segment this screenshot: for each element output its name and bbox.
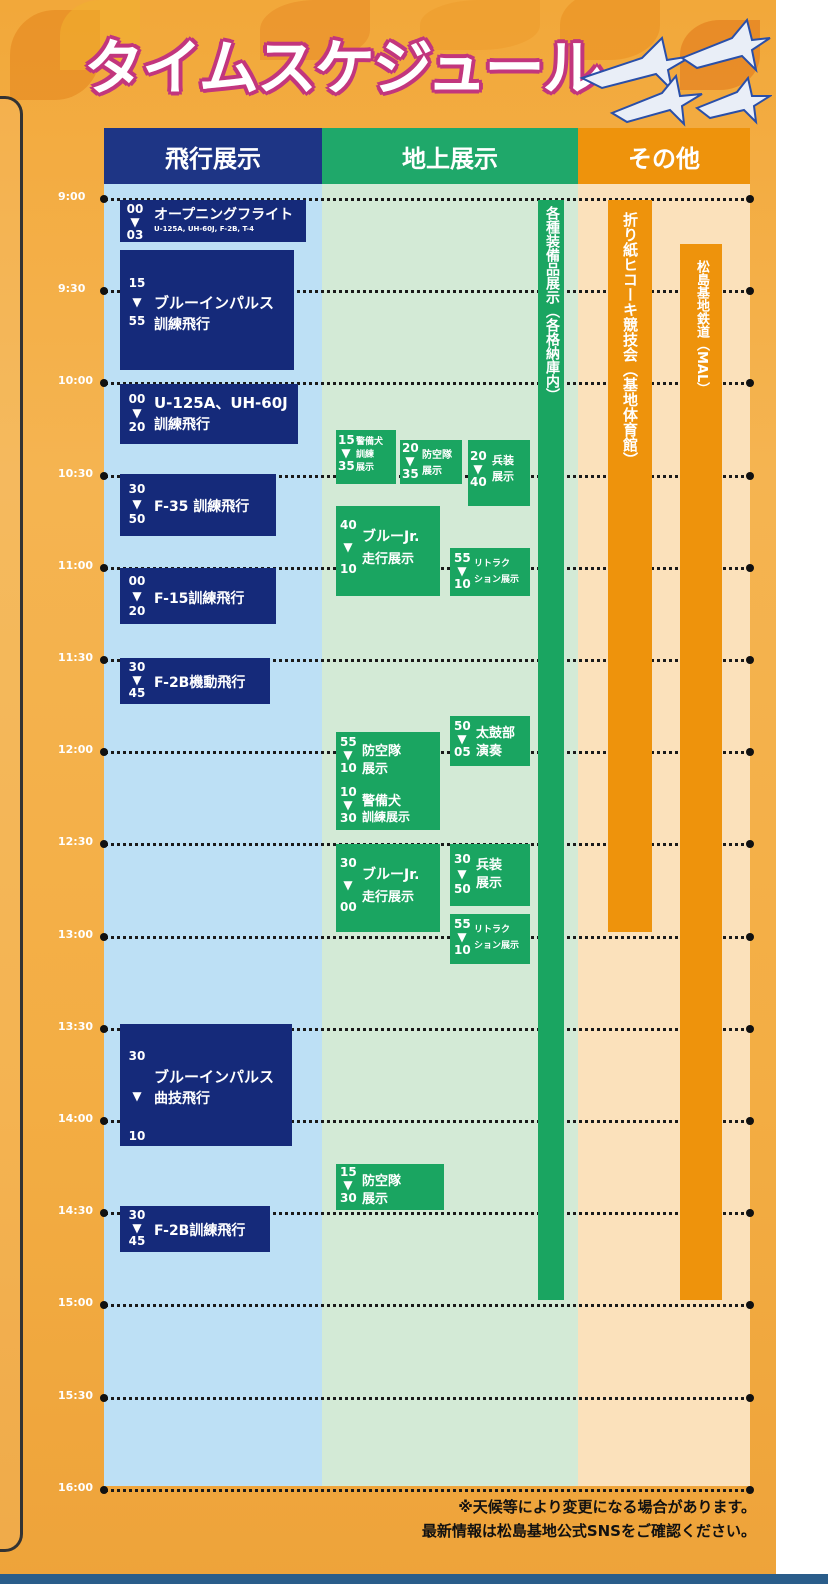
time-gridline [104,1397,752,1400]
bottom-border [0,1574,828,1584]
gridline-dot [746,564,754,572]
time-label: 9:30 [58,282,86,295]
gridline-dot [100,748,108,756]
ground-long-bar: 各種装備品展示（各格納庫内） [538,200,564,1300]
flight-event-f2b-training: 30 ▼ 45 F-2B訓練飛行 [120,1206,270,1252]
gridline-dot [746,1301,754,1309]
time-gridline [104,1028,752,1031]
gridline-dot [100,1394,108,1402]
ground-event-guard-dog-2: 10 ▼ 30 警備犬 訓練展示 [336,784,440,830]
gridline-dot [746,287,754,295]
column-bg-other [578,184,750,1486]
time-gridline [104,1489,752,1492]
ground-event-taiko: 50 ▼ 05 太鼓部 演奏 [450,716,530,766]
ground-event-retraction-2: 55 ▼ 10 リトラク ション展示 [450,914,530,964]
gridline-dot [746,1117,754,1125]
column-bg-flight [104,184,322,1486]
gridline-dot [100,379,108,387]
ground-event-air-defense-3: 15 ▼ 30 防空隊 展示 [336,1164,444,1210]
time-label: 9:00 [58,190,86,203]
time-label: 15:00 [58,1296,94,1309]
right-margin [776,0,828,1584]
gridline-dot [100,1117,108,1125]
gridline-dot [746,472,754,480]
time-label: 11:30 [58,651,94,664]
time-label: 12:30 [58,835,94,848]
time-gridline [104,936,752,939]
time-label: 16:00 [58,1481,94,1494]
column-header-ground: 地上展示 [322,128,578,184]
flight-event-u125a-uh60j: 00 ▼ 20 U-125A、UH-60J 訓練飛行 [120,384,298,444]
gridline-dot [100,195,108,203]
gridline-dot [100,287,108,295]
flight-event-f15: 00 ▼ 20 F-15訓練飛行 [120,568,276,624]
gridline-dot [100,656,108,664]
jet-icon [579,18,772,127]
maple-leaf-decoration [60,0,140,70]
flight-event-blue-impulse-training: 15 ▼ 55 ブルーインパルス 訓練飛行 [120,250,294,370]
ground-event-retraction-1: 55 ▼ 10 リトラク ション展示 [450,548,530,596]
note-line-1: ※天候等により変更になる場合があります。 [458,1498,756,1516]
ground-event-weapons-1: 20 ▼ 40 兵装 展示 [468,440,530,506]
gridline-dot [100,1486,108,1494]
gridline-dot [100,564,108,572]
time-gridline [104,382,752,385]
time-gridline [104,1212,752,1215]
gridline-dot [100,1301,108,1309]
gridline-dot [746,933,754,941]
left-frame-edge [0,96,23,1552]
gridline-dot [746,840,754,848]
column-header-other: その他 [578,128,750,184]
gridline-dot [746,379,754,387]
maple-leaf-decoration [260,0,370,60]
gridline-dot [746,1394,754,1402]
time-label: 10:30 [58,467,94,480]
time-gridline [104,198,752,201]
time-gridline [104,1120,752,1123]
ground-event-blue-jr-2: 30 ▼ 00 ブルーJr. 走行展示 [336,844,440,932]
gridline-dot [100,472,108,480]
maple-leaf-decoration [560,0,660,60]
time-label: 12:00 [58,743,94,756]
other-bar-origami: 折り紙ヒコーキ競技会（基地体育館） [608,200,652,932]
ground-event-blue-jr-1: 40 ▼ 10 ブルーJr. 走行展示 [336,506,440,596]
gridline-dot [100,933,108,941]
ground-event-air-defense-2: 55 ▼ 10 防空隊 展示 [336,732,440,784]
column-bg-ground [322,184,578,1486]
gridline-dot [746,748,754,756]
note-line-2: 最新情報は松島基地公式SNSをご確認ください。 [421,1522,756,1540]
flight-event-opening: 00 ▼ 03 オープニングフライト U-125A, UH-60J, F-2B, T… [120,200,306,242]
gridline-dot [100,840,108,848]
time-gridline [104,1304,752,1307]
ground-event-guard-dog-1: 15 ▼ 35 警備犬 訓練 展示 [336,430,396,484]
maple-leaf-decoration [420,0,540,50]
page-title: タイムスケジュール [84,34,603,104]
flight-event-f35: 30 ▼ 50 F-35 訓練飛行 [120,474,276,536]
time-gridline [104,659,752,662]
gridline-dot [746,1486,754,1494]
time-label: 14:00 [58,1112,94,1125]
time-label: 11:00 [58,559,94,572]
time-label: 14:30 [58,1204,94,1217]
flight-event-f2b-maneuver: 30 ▼ 45 F-2B機動飛行 [120,658,270,704]
time-label: 10:00 [58,374,94,387]
time-label: 13:00 [58,928,94,941]
column-header-flight: 飛行展示 [104,128,322,184]
time-gridline [104,290,752,293]
ground-event-weapons-2: 30 ▼ 50 兵装 展示 [450,844,530,906]
gridline-dot [746,1209,754,1217]
gridline-dot [100,1209,108,1217]
gridline-dot [100,1025,108,1033]
time-label: 15:30 [58,1389,94,1402]
gridline-dot [746,656,754,664]
flight-event-blue-impulse-aerobatics: 30 ▼ 10 ブルーインパルス 曲技飛行 [120,1024,292,1146]
gridline-dot [746,1025,754,1033]
gridline-dot [746,195,754,203]
other-bar-mal: 松島基地鉄道（MAL） [680,244,722,1300]
ground-event-air-defense-1: 20 ▼ 35 防空隊 展示 [400,440,462,484]
time-label: 13:30 [58,1020,94,1033]
